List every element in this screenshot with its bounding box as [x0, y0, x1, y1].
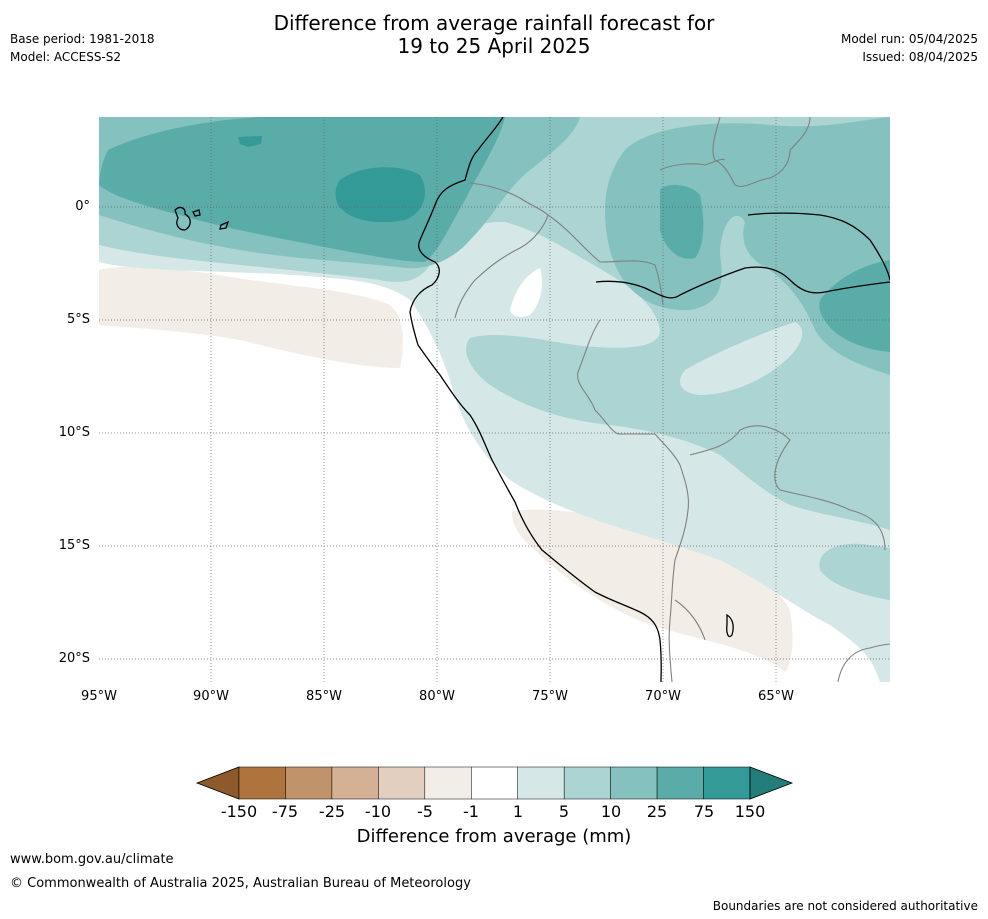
colorbar-cell [656, 766, 704, 800]
lon-label-85w: 85°W [306, 689, 342, 704]
colorbar [195, 766, 794, 800]
wet-band-25-75-east [819, 260, 890, 352]
lat-label-5s: 5°S [66, 312, 90, 327]
lon-label-70w: 70°W [645, 689, 681, 704]
colorbar-cells [238, 766, 751, 800]
base-period-text: Base period: 1981-2018 [10, 32, 155, 46]
title-line-2: 19 to 25 April 2025 [397, 34, 591, 58]
wet-core-75-150 [335, 167, 425, 223]
country-borders [454, 117, 890, 682]
colorbar-tick: -25 [318, 802, 346, 821]
lon-label-90w: 90°W [193, 689, 229, 704]
wet-band-25-75-north [660, 184, 704, 259]
dry-patch-west [99, 266, 403, 368]
lat-label-10s: 10°S [58, 425, 90, 440]
colorbar-cell [703, 766, 751, 800]
wet-dip-white [510, 268, 542, 317]
lat-label-0: 0° [75, 199, 90, 214]
colorbar-tick: 5 [558, 802, 570, 821]
colorbar-cell [563, 766, 611, 800]
title-line-1: Difference from average rainfall forecas… [273, 11, 715, 35]
colorbar-tick: -1 [463, 802, 479, 821]
wet-core-75-150-small [238, 136, 262, 147]
model-run-text: Model run: 05/04/2025 [840, 32, 978, 46]
meta-right: Model run: 05/04/2025 Issued: 08/04/2025 [841, 30, 978, 66]
colorbar-cell [424, 766, 472, 800]
lat-label-20s: 20°S [58, 651, 90, 666]
wet-band-10-25-east [605, 117, 890, 375]
issued-text: Issued: 08/04/2025 [862, 50, 978, 64]
wet-inner-light [680, 322, 803, 395]
lon-label-65w: 65°W [758, 689, 794, 704]
lon-label-80w: 80°W [419, 689, 455, 704]
colorbar-cell [517, 766, 565, 800]
colorbar-cell [331, 766, 379, 800]
footer-copyright: © Commonwealth of Australia 2025, Austra… [10, 876, 471, 891]
graticule [99, 117, 890, 682]
colorbar-cell [238, 766, 286, 800]
map-area [99, 117, 890, 682]
colorbar-label: Difference from average (mm) [356, 826, 632, 847]
footer-url: www.bom.gov.au/climate [10, 852, 174, 867]
colorbar-tick: 25 [646, 802, 668, 821]
colorbar-tick: 150 [734, 802, 766, 821]
colorbar-cell [610, 766, 658, 800]
footer-disclaimer: Boundaries are not considered authoritat… [712, 899, 978, 913]
colorbar-tick: -75 [271, 802, 299, 821]
model-text: Model: ACCESS-S2 [10, 50, 122, 64]
colorbar-cell [285, 766, 333, 800]
colorbar-cell [378, 766, 426, 800]
chart-title: Difference from average rainfall forecas… [0, 12, 988, 58]
colorbar-right-arrow [749, 766, 794, 800]
colorbar-tick: -5 [417, 802, 433, 821]
colorbar-tick: -10 [364, 802, 392, 821]
lat-label-15s: 15°S [58, 538, 90, 553]
colorbar-left-arrow [195, 766, 240, 800]
colorbar-tick: 10 [600, 802, 622, 821]
coastline [174, 117, 890, 682]
meta-left: Base period: 1981-2018 Model: ACCESS-S2 [10, 30, 155, 66]
colorbar-tick: 1 [512, 802, 524, 821]
lon-label-95w: 95°W [81, 689, 117, 704]
lon-label-75w: 75°W [532, 689, 568, 704]
colorbar-cell [471, 766, 518, 800]
wet-band-25-75 [99, 117, 505, 262]
colorbar-tick: 75 [693, 802, 715, 821]
colorbar-tick: -150 [220, 802, 258, 821]
